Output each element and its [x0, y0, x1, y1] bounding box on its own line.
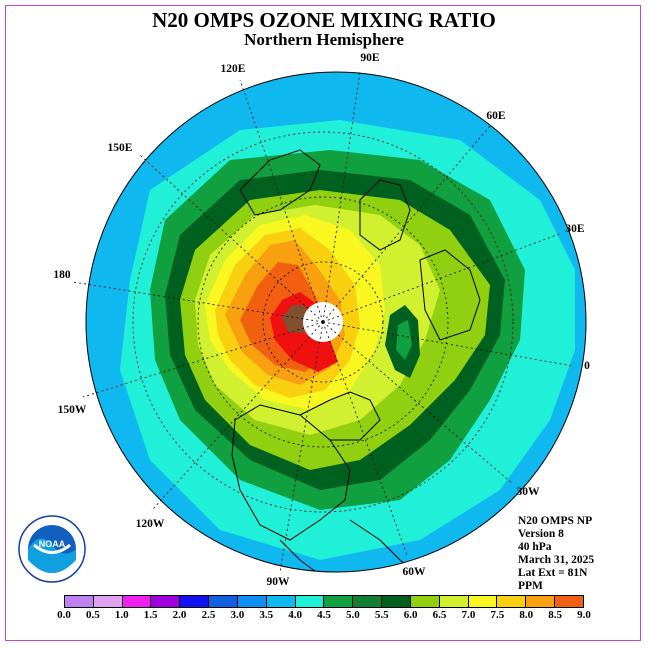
colorbar-swatch — [353, 596, 383, 607]
page-title: N20 OMPS OZONE MIXING RATIO — [152, 8, 496, 32]
colorbar-swatch — [468, 596, 498, 607]
colorbar-swatch — [295, 596, 325, 607]
lon-label-90w: 90W — [266, 576, 290, 588]
colorbar-swatch — [410, 596, 440, 607]
logo-noaa-text: NOAA — [39, 539, 66, 549]
colorbar-tick-label: 8.5 — [548, 609, 562, 621]
info-units: PPM — [518, 580, 543, 592]
page-subtitle: Northern Hemisphere — [244, 30, 404, 49]
lon-label-30w: 30W — [516, 486, 540, 498]
colorbar-swatch — [209, 596, 238, 607]
lon-label-180: 180 — [53, 269, 71, 281]
colorbar-swatch — [151, 596, 181, 607]
lon-label-60w: 60W — [402, 566, 426, 578]
colorbar-tick-label: 4.0 — [288, 609, 302, 621]
colorbar-swatch — [65, 596, 94, 607]
colorbar-swatch — [526, 596, 556, 607]
info-date: March 31, 2025 — [518, 554, 595, 566]
info-level: 40 hPa — [518, 541, 552, 553]
colorbar-tick-label: 7.5 — [490, 609, 505, 621]
colorbar-tick-label: 6.5 — [432, 609, 447, 621]
lon-label-150w: 150W — [57, 404, 87, 416]
colorbar-swatch — [237, 596, 267, 607]
colorbar-swatch — [555, 596, 583, 607]
colorbar-tick-label: 1.0 — [114, 609, 129, 621]
lon-label-120w: 120W — [135, 518, 165, 530]
colorbar-tick-label: 9.0 — [577, 609, 591, 621]
colorbar-tick-label: 7.0 — [461, 609, 476, 621]
colorbar-tick-label: 1.5 — [143, 609, 158, 621]
graticule — [72, 71, 574, 573]
lon-label-120e: 120E — [220, 63, 246, 75]
noaa-logo: NOAA — [18, 515, 86, 583]
colorbar-swatch — [93, 596, 123, 607]
lon-label-0: 0 — [584, 360, 590, 372]
lon-label-150e: 150E — [107, 142, 133, 154]
info-product: N20 OMPS NP — [518, 515, 593, 527]
colorbar-tick-label: 5.0 — [346, 609, 360, 621]
colorbar-swatch — [382, 596, 411, 607]
colorbar-tick-label: 5.5 — [374, 609, 389, 621]
colorbar-swatch — [497, 596, 527, 607]
colorbar-tick-label: 0.5 — [86, 609, 100, 621]
colorbar-tick-label: 2.5 — [201, 609, 216, 621]
colorbar-swatch — [180, 596, 210, 607]
colorbar-tick-label: 3.5 — [259, 609, 274, 621]
colorbar-swatch — [266, 596, 296, 607]
info-lat-ext: Lat Ext = 81N — [518, 567, 588, 579]
colorbar-tick-label: 0.0 — [57, 609, 71, 621]
contour-low-4.5 — [396, 320, 412, 360]
lon-label-60e: 60E — [486, 110, 506, 122]
colorbar-tick-label: 3.0 — [230, 609, 245, 621]
contour-9.0 — [282, 305, 310, 333]
colorbar-swatch — [122, 596, 152, 607]
colorbar-tick-label: 4.5 — [317, 609, 331, 621]
lon-label-30e: 30E — [565, 223, 585, 235]
colorbar-swatch — [324, 596, 354, 607]
colorbar-swatch — [439, 596, 469, 607]
map-boundary — [85, 71, 587, 573]
colorbar-tick-label: 8.0 — [519, 609, 534, 621]
colorbar-tick-label: 2.0 — [172, 609, 187, 621]
figure-border — [5, 5, 641, 641]
colorbar — [64, 595, 584, 608]
lon-label-90e: 90E — [360, 52, 380, 64]
colorbar-tick-label: 6.0 — [403, 609, 418, 621]
info-version: Version 8 — [518, 528, 564, 540]
